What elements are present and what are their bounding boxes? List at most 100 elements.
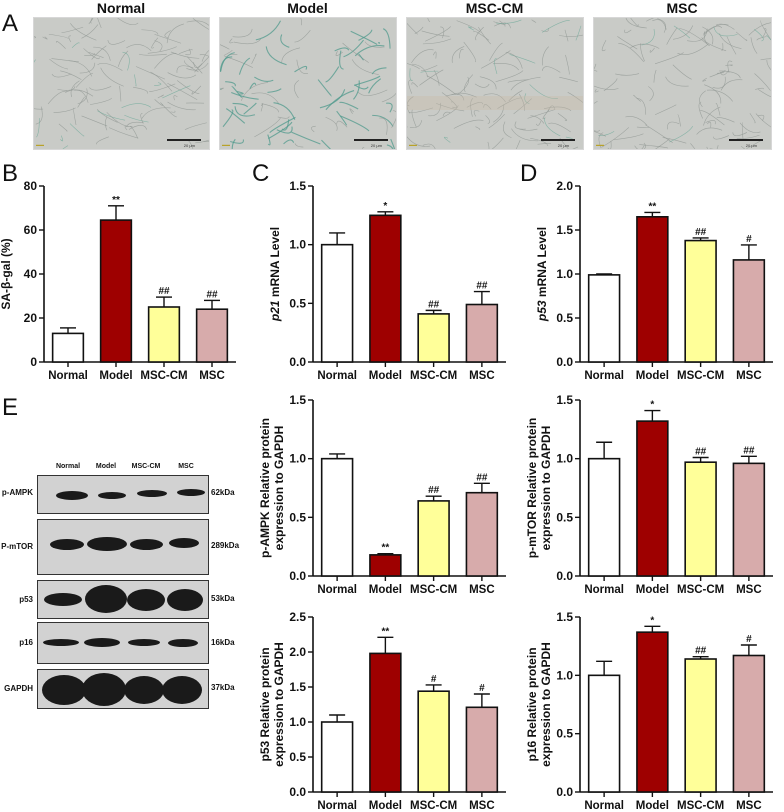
- bar-model: [636, 420, 669, 577]
- scale-bar: [354, 139, 388, 141]
- svg-text:1.0: 1.0: [556, 668, 573, 682]
- svg-text:*: *: [650, 615, 654, 626]
- svg-text:MSC-CM: MSC-CM: [140, 370, 187, 382]
- band: [130, 539, 163, 550]
- svg-text:MSC: MSC: [469, 584, 495, 596]
- bar-msc-cm: [147, 306, 181, 363]
- panel-letter-c: C: [252, 160, 270, 187]
- svg-text:##: ##: [476, 281, 488, 292]
- band: [128, 639, 160, 646]
- svg-text:0.0: 0.0: [289, 355, 306, 369]
- svg-text:1.5: 1.5: [556, 393, 573, 407]
- cell-texture: [220, 18, 396, 149]
- bar-msc-cm: [417, 500, 450, 577]
- svg-text:2.5: 2.5: [289, 610, 306, 624]
- micrograph-normal: 20 μm ▬▬: [33, 17, 210, 150]
- blot-kda-p-mtor: 289kDa: [211, 541, 240, 550]
- svg-text:#: #: [746, 234, 752, 245]
- svg-text:Normal: Normal: [317, 370, 357, 382]
- svg-text:**: **: [112, 195, 120, 206]
- bar-msc: [732, 462, 766, 577]
- svg-text:##: ##: [743, 445, 755, 456]
- band: [169, 538, 199, 548]
- svg-text:##: ##: [695, 446, 707, 457]
- svg-text:#: #: [479, 683, 485, 694]
- svg-text:p53 Relative protein: p53 Relative protein: [258, 647, 272, 761]
- svg-text:0.5: 0.5: [556, 311, 573, 325]
- micrograph-title-normal: Normal: [96, 0, 146, 16]
- svg-text:20: 20: [24, 311, 38, 325]
- bar-normal: [587, 274, 621, 363]
- scale-bar-label: 20 μm: [745, 143, 757, 148]
- svg-text:Normal: Normal: [317, 800, 357, 812]
- svg-text:##: ##: [206, 289, 218, 300]
- svg-text:1.5: 1.5: [556, 610, 573, 624]
- scale-bar-label: 20 μm: [183, 143, 195, 148]
- scale-bar-label: 20 μm: [370, 143, 382, 148]
- blot-label-p53: p53: [19, 595, 33, 604]
- svg-text:1.0: 1.0: [289, 452, 306, 466]
- svg-text:MSC-CM: MSC-CM: [677, 370, 724, 382]
- svg-text:MSC: MSC: [736, 370, 762, 382]
- band: [82, 673, 126, 706]
- svg-text:MSC: MSC: [199, 370, 225, 382]
- band: [127, 589, 165, 611]
- svg-text:MSC-CM: MSC-CM: [677, 800, 724, 812]
- svg-text:**: **: [381, 543, 389, 554]
- svg-text:1.5: 1.5: [289, 680, 306, 694]
- micrograph-title-msc: MSC: [666, 0, 698, 16]
- scale-bar: [167, 139, 201, 141]
- bar-msc: [465, 303, 499, 363]
- cell-texture: [34, 18, 209, 149]
- blot-label-p-ampk: p-AMPK: [1, 488, 33, 497]
- svg-text:SA-β-gal (%): SA-β-gal (%): [0, 238, 13, 309]
- cell-texture: [594, 18, 771, 149]
- svg-text:p21 mRNA Level: p21 mRNA Level: [268, 227, 282, 322]
- band: [168, 639, 198, 647]
- svg-text:MSC-CM: MSC-CM: [410, 584, 457, 596]
- svg-text:**: **: [381, 626, 389, 637]
- svg-text:*: *: [650, 400, 654, 411]
- band: [162, 676, 202, 704]
- svg-text:0.0: 0.0: [556, 785, 573, 799]
- blot-label-gapdh: GAPDH: [4, 684, 33, 693]
- svg-text:0: 0: [30, 355, 37, 369]
- svg-text:Normal: Normal: [584, 584, 624, 596]
- svg-text:Normal: Normal: [584, 370, 624, 382]
- band: [167, 589, 203, 611]
- bar-msc-cm: [417, 690, 450, 793]
- lane-header-model: Model: [95, 463, 117, 470]
- svg-text:2.0: 2.0: [556, 179, 573, 193]
- svg-text:##: ##: [158, 286, 170, 297]
- svg-text:MSC: MSC: [469, 370, 495, 382]
- band: [84, 638, 120, 647]
- bar-model: [99, 219, 133, 363]
- bar-normal: [320, 721, 354, 793]
- svg-text:60: 60: [24, 223, 38, 237]
- band: [87, 537, 127, 551]
- blot-strip-p-ampk: [37, 475, 209, 514]
- bar-model: [636, 216, 669, 363]
- magnification-stamp: ▬▬: [36, 142, 44, 147]
- svg-text:80: 80: [24, 179, 38, 193]
- svg-text:##: ##: [695, 227, 707, 238]
- scale-bar: [541, 139, 575, 141]
- svg-text:expression to GAPDH: expression to GAPDH: [539, 642, 553, 767]
- panel-letter-d: D: [520, 160, 538, 187]
- panel-letter-a: A: [2, 10, 19, 37]
- svg-text:Normal: Normal: [48, 370, 88, 382]
- svg-text:0.5: 0.5: [556, 727, 573, 741]
- micrograph-msc-cm: 20 μm ▬▬: [406, 17, 584, 150]
- svg-text:#: #: [431, 674, 437, 685]
- band: [177, 489, 205, 496]
- bar-msc: [732, 654, 766, 793]
- svg-text:1.0: 1.0: [556, 267, 573, 281]
- svg-text:#: #: [746, 634, 752, 645]
- svg-text:MSC: MSC: [736, 800, 762, 812]
- svg-text:0.5: 0.5: [289, 750, 306, 764]
- bar-msc-cm: [684, 461, 717, 577]
- svg-text:##: ##: [428, 299, 440, 310]
- bar-msc-cm: [417, 313, 450, 363]
